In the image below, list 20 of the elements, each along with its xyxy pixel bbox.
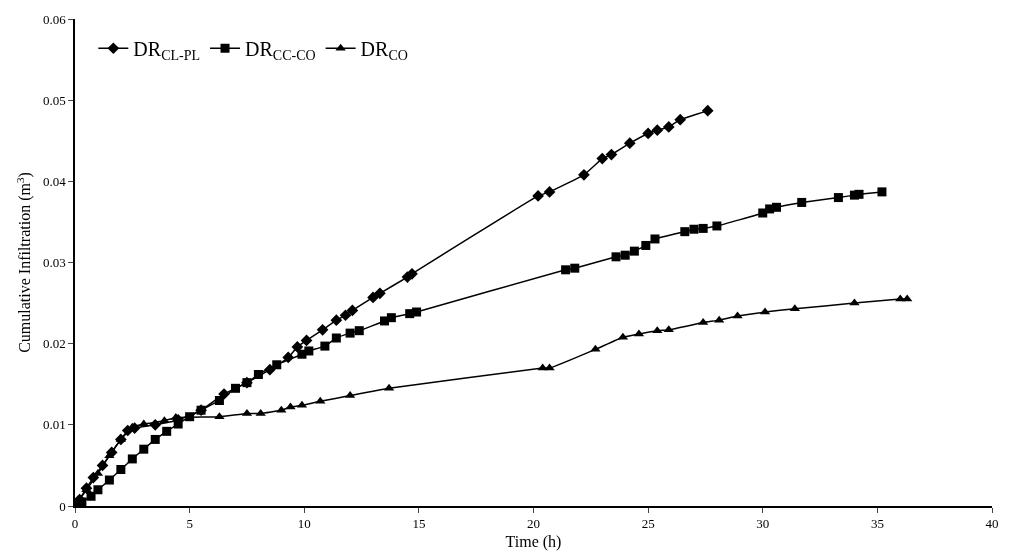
x-tick-label: 5 (186, 516, 193, 532)
x-tick-label: 0 (71, 516, 79, 532)
y-tick-label: 0.02 (42, 336, 66, 352)
x-axis-title: Time (h) (505, 532, 562, 551)
y-tick-label: 0.03 (42, 255, 66, 271)
legend-label: DR$_{CC-CO}$ (245, 38, 316, 64)
x-tick-label: 25 (641, 516, 655, 532)
x-tick-label: 10 (297, 516, 311, 532)
legend-label: DR$_{CL-PL}$ (133, 38, 201, 64)
y-tick-label: 0.06 (42, 11, 67, 27)
x-tick-label: 40 (985, 516, 999, 532)
legend-label: DR$_{CO}$ (360, 38, 408, 64)
x-tick-label: 20 (527, 516, 540, 532)
x-tick-label: 35 (870, 516, 884, 532)
y-tick-label: 0 (59, 498, 66, 514)
x-tick-label: 15 (412, 516, 426, 532)
y-tick-label: 0.01 (42, 417, 66, 433)
y-tick-label: 0.05 (42, 92, 66, 108)
x-tick-label: 30 (756, 516, 770, 532)
y-tick-label: 0.04 (42, 173, 67, 189)
